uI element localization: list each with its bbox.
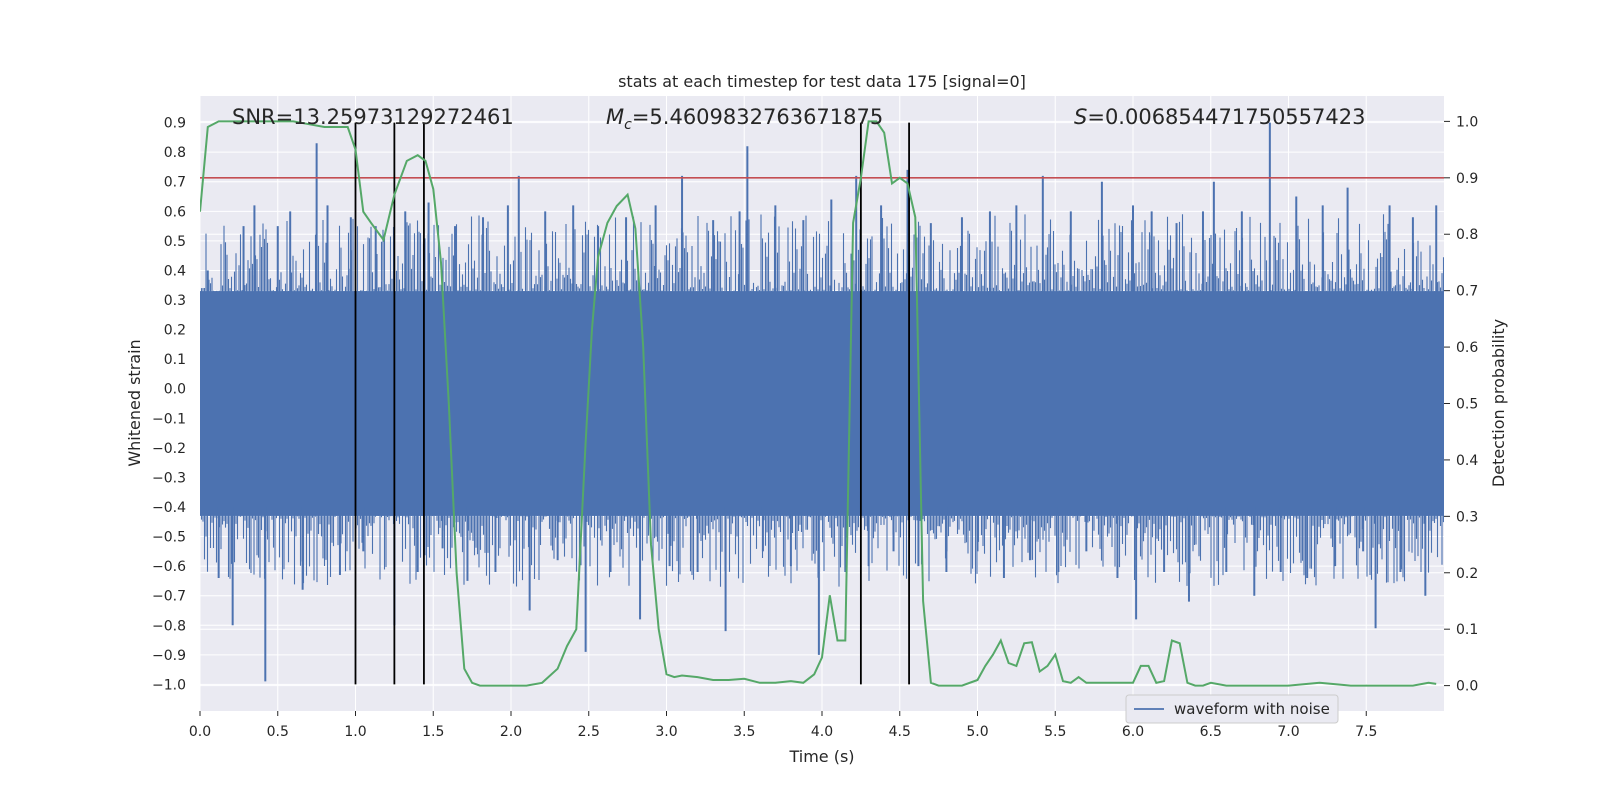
s-symbol: S (1074, 105, 1087, 129)
y2-tick-label: 0.7 (1456, 284, 1478, 300)
x-tick-label: 7.0 (1277, 724, 1299, 740)
y2-axis-label: Detection probability (1489, 319, 1508, 487)
y-tick-label: −0.4 (152, 500, 186, 516)
x-tick-label: 4.5 (889, 724, 911, 740)
waveform-series (200, 122, 1444, 682)
x-axis-ticks: 0.0 0.5 1.0 1.5 2.0 2.5 3.0 3.5 4.0 4.5 5.0 5.5 6.0 6… (189, 711, 1377, 740)
x-tick-label: 2.5 (578, 724, 600, 740)
y-tick-label: 0.2 (164, 323, 186, 339)
x-tick-label: 0.5 (267, 724, 289, 740)
legend-label: waveform with noise (1174, 700, 1330, 718)
y-tick-label: −0.2 (152, 441, 186, 457)
y-tick-label: −0.9 (152, 648, 186, 664)
y-tick-label: −0.5 (152, 530, 186, 546)
y2-tick-label: 0.6 (1456, 340, 1478, 356)
y2-tick-label: 1.0 (1456, 114, 1478, 130)
y-tick-label: 0.1 (164, 352, 186, 368)
x-tick-label: 5.5 (1044, 724, 1066, 740)
y2-axis-ticks: 1.0 0.9 0.8 0.7 0.6 0.5 0.4 0.3 0.2 0.1 0.0 (1444, 114, 1478, 695)
y-tick-label: −1.0 (152, 677, 186, 693)
y-tick-label: 0.4 (164, 263, 186, 279)
y-tick-label: 0.9 (164, 116, 186, 132)
y2-tick-label: 0.2 (1456, 566, 1478, 582)
x-tick-label: 2.0 (500, 724, 522, 740)
y-tick-label: 0.0 (164, 382, 186, 398)
s-annotation: S=0.006854471750557423 (1074, 105, 1365, 129)
x-tick-label: 7.5 (1355, 724, 1377, 740)
x-tick-label: 3.0 (655, 724, 677, 740)
mc-subscript: c (624, 117, 632, 133)
y-tick-label: 0.7 (164, 175, 186, 191)
y2-tick-label: 0.4 (1456, 453, 1478, 469)
y-tick-label: 0.5 (164, 234, 186, 250)
chart-title: stats at each timestep for test data 175… (618, 72, 1026, 91)
y-tick-label: −0.7 (152, 589, 186, 605)
y2-tick-label: 0.3 (1456, 509, 1478, 525)
y-tick-label: 0.6 (164, 204, 186, 220)
s-value: =0.006854471750557423 (1087, 105, 1365, 129)
x-tick-label: 1.0 (344, 724, 366, 740)
x-tick-label: 1.5 (422, 724, 444, 740)
y2-tick-label: 0.5 (1456, 397, 1478, 413)
y-tick-label: 0.8 (164, 145, 186, 161)
x-tick-label: 0.0 (189, 724, 211, 740)
probability-line (200, 120, 1437, 687)
x-tick-label: 3.5 (733, 724, 755, 740)
waveform-noise (200, 214, 1444, 587)
detection-probability-series (200, 120, 1437, 687)
x-axis-label: Time (s) (788, 747, 854, 766)
mc-annotation: Mc=5.4609832763671875 (606, 105, 883, 133)
y2-tick-label: 0.0 (1456, 679, 1478, 695)
y-axis-ticks: 0.9 0.8 0.7 0.6 0.5 0.4 0.3 0.2 0.1 0.0 −0.1 −0.2 −0… (152, 116, 186, 694)
x-tick-label: 6.0 (1122, 724, 1144, 740)
mc-symbol: M (606, 105, 624, 129)
x-tick-label: 4.0 (811, 724, 833, 740)
y-tick-label: −0.8 (152, 618, 186, 634)
y2-tick-label: 0.8 (1456, 227, 1478, 243)
legend: waveform with noise (1125, 694, 1339, 724)
event-markers (354, 122, 910, 685)
y-tick-label: −0.6 (152, 559, 186, 575)
snr-annotation: SNR=13.25973129272461 (232, 105, 514, 129)
x-tick-label: 5.0 (966, 724, 988, 740)
mc-value: =5.4609832763671875 (632, 105, 883, 129)
y2-tick-label: 0.9 (1456, 171, 1478, 187)
y-axis-label: Whitened strain (125, 339, 144, 466)
y-tick-label: −0.3 (152, 470, 186, 486)
legend-box (1125, 694, 1339, 724)
y-tick-label: 0.3 (164, 293, 186, 309)
y2-tick-label: 0.1 (1456, 622, 1478, 638)
x-tick-label: 6.5 (1200, 724, 1222, 740)
y-tick-label: −0.1 (152, 411, 186, 427)
